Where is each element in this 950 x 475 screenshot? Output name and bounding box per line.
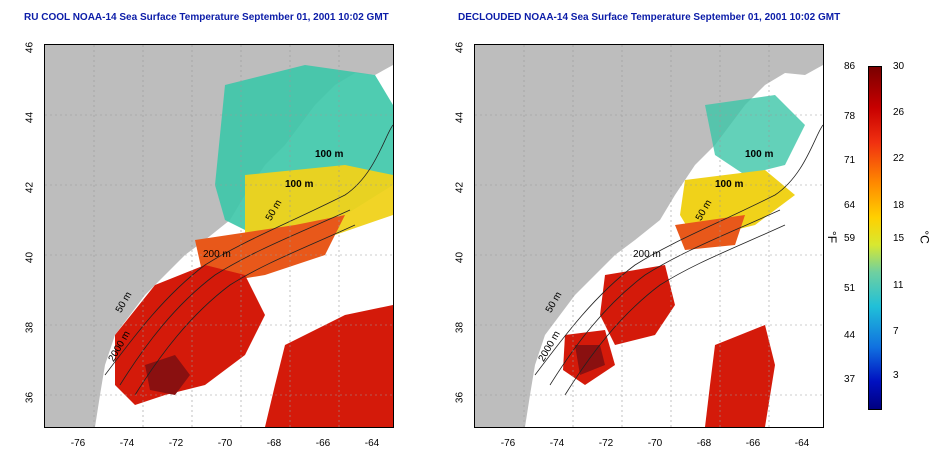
right-map-graphic: [475, 45, 823, 427]
colorbar-f-label-44: 44: [844, 330, 856, 341]
land-mass: [45, 45, 393, 427]
left-lat-label-38: 38: [24, 321, 36, 334]
colorbar-f-label-51: 51: [844, 283, 856, 294]
left-lon-label-70: -70: [217, 438, 233, 449]
left-lat-label-46: 46: [24, 41, 36, 54]
left-lon-label-72: -72: [168, 438, 184, 449]
right-map-title: DECLOUDED NOAA-14 Sea Surface Temperatur…: [458, 12, 841, 23]
colorbar-c-label-22: 22: [893, 153, 905, 164]
land-mass: [475, 45, 823, 427]
colorbar-c-label-3: 3: [893, 370, 899, 381]
colorbar-f-label-64: 64: [844, 200, 856, 211]
colorbar-celsius-unit: °C: [917, 230, 932, 244]
right-lon-label-72: -72: [598, 438, 614, 449]
right-lat-label-44: 44: [454, 111, 466, 124]
contour-label-100m-top: 100 m: [745, 149, 774, 160]
colorbar-c-label-30: 30: [893, 61, 905, 72]
bathymetry-contours: [104, 124, 393, 396]
contour-label-100m-mid: 100 m: [715, 179, 744, 190]
contour-label-100m-mid: 100 m: [285, 179, 314, 190]
map-gridlines: [45, 45, 393, 427]
colorbar-fahrenheit-unit: °F: [825, 230, 840, 244]
right-lon-label-68: -68: [696, 438, 712, 449]
left-lat-label-40: 40: [24, 251, 36, 264]
temperature-colorbar: [868, 66, 882, 410]
left-sst-map: 100 m 100 m 50 m 200 m 50 m 2000 m: [44, 44, 394, 428]
colorbar-c-label-26: 26: [893, 107, 905, 118]
colorbar-f-label-71: 71: [844, 155, 856, 166]
colorbar-c-label-7: 7: [893, 326, 899, 337]
left-map-title: RU COOL NOAA-14 Sea Surface Temperature …: [24, 12, 389, 23]
sst-warm-band: [675, 215, 745, 250]
right-lat-label-36: 36: [454, 391, 466, 404]
left-lon-label-74: -74: [119, 438, 135, 449]
right-lon-label-64: -64: [794, 438, 810, 449]
sst-hot-region-east: [705, 325, 775, 427]
sst-hot-region-east: [265, 305, 393, 427]
sst-dark-core: [145, 355, 190, 395]
right-sst-map: 100 m 100 m 50 m 200 m 50 m 2000 m: [474, 44, 824, 428]
map-gridlines: [475, 45, 823, 427]
left-lat-label-42: 42: [24, 181, 36, 194]
right-lat-label-40: 40: [454, 251, 466, 264]
contour-label-200m: 200 m: [203, 249, 231, 260]
colorbar-f-label-78: 78: [844, 111, 856, 122]
bathymetry-contours: [534, 124, 823, 396]
left-lat-label-36: 36: [24, 391, 36, 404]
right-lon-label-76: -76: [500, 438, 516, 449]
sst-warm-band: [195, 215, 345, 285]
colorbar-f-label-59: 59: [844, 233, 856, 244]
sst-dark-core: [575, 345, 605, 375]
contour-label-100m-top: 100 m: [315, 149, 344, 160]
colorbar-f-label-86: 86: [844, 61, 856, 72]
left-map-graphic: [45, 45, 393, 427]
left-lat-label-44: 44: [24, 111, 36, 124]
right-lat-label-38: 38: [454, 321, 466, 334]
right-lon-label-74: -74: [549, 438, 565, 449]
colorbar-c-label-11: 11: [893, 280, 904, 291]
colorbar-c-label-18: 18: [893, 200, 905, 211]
left-lon-label-66: -66: [315, 438, 331, 449]
left-lon-label-68: -68: [266, 438, 282, 449]
right-lon-label-66: -66: [745, 438, 761, 449]
left-lon-label-64: -64: [364, 438, 380, 449]
contour-label-200m: 200 m: [633, 249, 661, 260]
colorbar-c-label-15: 15: [893, 233, 905, 244]
left-lon-label-76: -76: [70, 438, 86, 449]
right-lat-label-46: 46: [454, 41, 466, 54]
right-lon-label-70: -70: [647, 438, 663, 449]
colorbar-f-label-37: 37: [844, 374, 856, 385]
right-lat-label-42: 42: [454, 181, 466, 194]
